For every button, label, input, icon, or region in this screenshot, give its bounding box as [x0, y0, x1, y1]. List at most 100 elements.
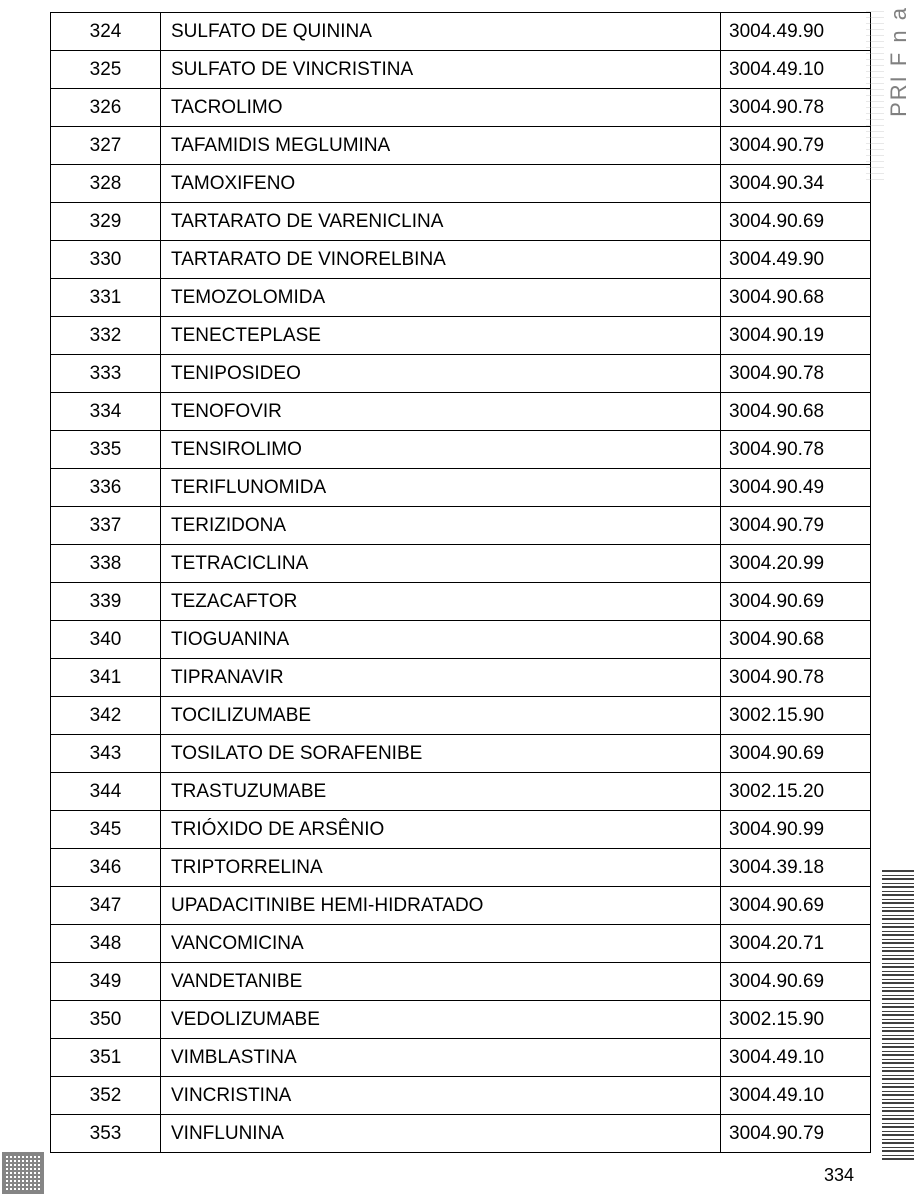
- medication-name: VANDETANIBE: [161, 963, 721, 1001]
- table-row: 324SULFATO DE QUININA3004.49.90: [51, 13, 871, 51]
- medication-code: 3004.90.69: [721, 963, 871, 1001]
- medication-code: 3004.90.79: [721, 507, 871, 545]
- medication-name: TIPRANAVIR: [161, 659, 721, 697]
- table-row: 332TENECTEPLASE3004.90.19: [51, 317, 871, 355]
- row-number: 351: [51, 1039, 161, 1077]
- table-row: 342TOCILIZUMABE3002.15.90: [51, 697, 871, 735]
- table-row: 352VINCRISTINA3004.49.10: [51, 1077, 871, 1115]
- medication-code: 3004.49.10: [721, 51, 871, 89]
- medication-name: VINFLUNINA: [161, 1115, 721, 1153]
- medication-code: 3004.90.69: [721, 887, 871, 925]
- row-number: 347: [51, 887, 161, 925]
- medication-name: TRIPTORRELINA: [161, 849, 721, 887]
- medication-code: 3004.90.79: [721, 1115, 871, 1153]
- medication-name: TIOGUANINA: [161, 621, 721, 659]
- medication-code: 3004.90.69: [721, 203, 871, 241]
- row-number: 350: [51, 1001, 161, 1039]
- medication-code: 3004.90.19: [721, 317, 871, 355]
- table-row: 326TACROLIMO3004.90.78: [51, 89, 871, 127]
- medication-code: 3004.20.71: [721, 925, 871, 963]
- table-row: 336TERIFLUNOMIDA3004.90.49: [51, 469, 871, 507]
- table-row: 341TIPRANAVIR3004.90.78: [51, 659, 871, 697]
- medication-code: 3004.90.68: [721, 279, 871, 317]
- medication-code: 3002.15.20: [721, 773, 871, 811]
- medication-name: TARTARATO DE VINORELBINA: [161, 241, 721, 279]
- table-row: 333TENIPOSIDEO3004.90.78: [51, 355, 871, 393]
- page-number: 334: [824, 1165, 854, 1186]
- row-number: 327: [51, 127, 161, 165]
- row-number: 336: [51, 469, 161, 507]
- side-watermark-text: PRI F n a: [886, 6, 912, 117]
- medication-code: 3004.90.68: [721, 393, 871, 431]
- table-row: 327TAFAMIDIS MEGLUMINA3004.90.79: [51, 127, 871, 165]
- row-number: 348: [51, 925, 161, 963]
- barcode-icon: [882, 870, 914, 1160]
- table-row: 337TERIZIDONA3004.90.79: [51, 507, 871, 545]
- medication-code: 3004.49.10: [721, 1077, 871, 1115]
- medication-code: 3002.15.90: [721, 697, 871, 735]
- table-row: 347UPADACITINIBE HEMI-HIDRATADO3004.90.6…: [51, 887, 871, 925]
- row-number: 335: [51, 431, 161, 469]
- row-number: 332: [51, 317, 161, 355]
- medication-code: 3004.90.79: [721, 127, 871, 165]
- medication-name: TRASTUZUMABE: [161, 773, 721, 811]
- medication-name: TENOFOVIR: [161, 393, 721, 431]
- table-row: 335TENSIROLIMO3004.90.78: [51, 431, 871, 469]
- medication-code: 3004.90.69: [721, 583, 871, 621]
- medication-code: 3004.90.78: [721, 355, 871, 393]
- medication-name: TERIZIDONA: [161, 507, 721, 545]
- row-number: 343: [51, 735, 161, 773]
- row-number: 342: [51, 697, 161, 735]
- row-number: 340: [51, 621, 161, 659]
- table-row: 353VINFLUNINA3004.90.79: [51, 1115, 871, 1153]
- medication-name: TETRACICLINA: [161, 545, 721, 583]
- row-number: 333: [51, 355, 161, 393]
- row-number: 326: [51, 89, 161, 127]
- medication-name: TACROLIMO: [161, 89, 721, 127]
- side-faint-marks: [866, 10, 884, 180]
- row-number: 334: [51, 393, 161, 431]
- medication-name: UPADACITINIBE HEMI-HIDRATADO: [161, 887, 721, 925]
- medication-name: TOCILIZUMABE: [161, 697, 721, 735]
- table-row: 339TEZACAFTOR3004.90.69: [51, 583, 871, 621]
- medication-name: TAFAMIDIS MEGLUMINA: [161, 127, 721, 165]
- medication-name: TENSIROLIMO: [161, 431, 721, 469]
- row-number: 325: [51, 51, 161, 89]
- medication-code: 3004.90.78: [721, 431, 871, 469]
- medication-name: SULFATO DE QUININA: [161, 13, 721, 51]
- table-row: 343TOSILATO DE SORAFENIBE3004.90.69: [51, 735, 871, 773]
- table-row: 338TETRACICLINA3004.20.99: [51, 545, 871, 583]
- table-row: 351VIMBLASTINA3004.49.10: [51, 1039, 871, 1077]
- table-row: 349VANDETANIBE3004.90.69: [51, 963, 871, 1001]
- medication-code: 3004.20.99: [721, 545, 871, 583]
- medication-name: TARTARATO DE VARENICLINA: [161, 203, 721, 241]
- medication-table: 324SULFATO DE QUININA3004.49.90325SULFAT…: [50, 12, 871, 1153]
- table-row: 348VANCOMICINA3004.20.71: [51, 925, 871, 963]
- table-row: 345TRIÓXIDO DE ARSÊNIO3004.90.99: [51, 811, 871, 849]
- medication-name: VINCRISTINA: [161, 1077, 721, 1115]
- table-row: 330TARTARATO DE VINORELBINA3004.49.90: [51, 241, 871, 279]
- medication-name: VEDOLIZUMABE: [161, 1001, 721, 1039]
- row-number: 352: [51, 1077, 161, 1115]
- medication-code: 3004.49.90: [721, 241, 871, 279]
- row-number: 345: [51, 811, 161, 849]
- table-row: 325SULFATO DE VINCRISTINA3004.49.10: [51, 51, 871, 89]
- medication-code: 3004.90.69: [721, 735, 871, 773]
- table-row: 346TRIPTORRELINA3004.39.18: [51, 849, 871, 887]
- table-row: 344TRASTUZUMABE3002.15.20: [51, 773, 871, 811]
- table-row: 334TENOFOVIR3004.90.68: [51, 393, 871, 431]
- row-number: 337: [51, 507, 161, 545]
- row-number: 324: [51, 13, 161, 51]
- table-row: 328TAMOXIFENO3004.90.34: [51, 165, 871, 203]
- medication-name: TRIÓXIDO DE ARSÊNIO: [161, 811, 721, 849]
- row-number: 346: [51, 849, 161, 887]
- row-number: 329: [51, 203, 161, 241]
- row-number: 353: [51, 1115, 161, 1153]
- row-number: 331: [51, 279, 161, 317]
- table-row: 331TEMOZOLOMIDA3004.90.68: [51, 279, 871, 317]
- medication-code: 3004.39.18: [721, 849, 871, 887]
- medication-code: 3004.49.90: [721, 13, 871, 51]
- medication-code: 3004.90.49: [721, 469, 871, 507]
- row-number: 330: [51, 241, 161, 279]
- medication-code: 3002.15.90: [721, 1001, 871, 1039]
